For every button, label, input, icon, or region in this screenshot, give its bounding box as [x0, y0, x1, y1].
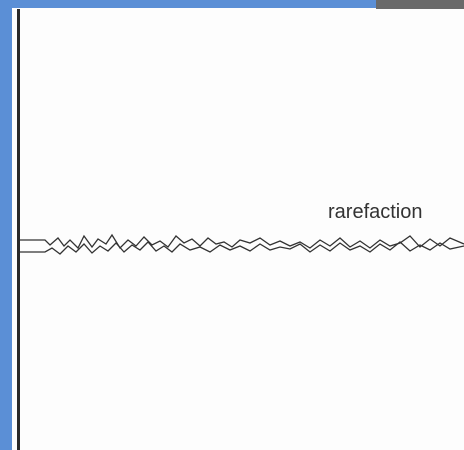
waveform-upper — [20, 233, 464, 250]
waveform-lower — [20, 241, 464, 255]
canvas — [12, 8, 464, 450]
label-rarefaction: rarefaction — [328, 201, 423, 223]
left-edge — [17, 9, 20, 450]
corner-fragment — [376, 0, 464, 9]
